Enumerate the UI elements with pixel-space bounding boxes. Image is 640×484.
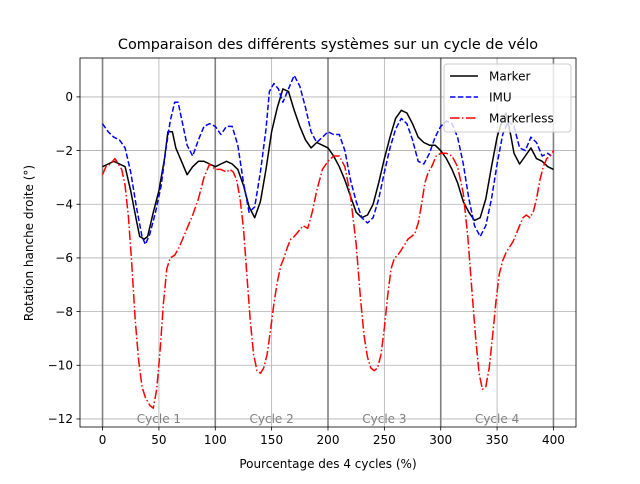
series-line-imu (101, 74, 552, 246)
chart-title: Comparaison des différents systèmes sur … (118, 37, 538, 53)
x-tick-label: 50 (151, 433, 166, 447)
y-tick-label: −2 (55, 144, 73, 158)
y-axis-label: Rotation hanche droite (°) (22, 165, 36, 321)
x-tick-label: 400 (542, 433, 565, 447)
y-tick-label: −6 (55, 251, 73, 265)
y-tick-label: −12 (48, 412, 73, 426)
series-line-markerless (101, 150, 555, 409)
cycle-label: Cycle 3 (362, 412, 406, 426)
cycle-label: Cycle 2 (250, 412, 294, 426)
x-tick-label: 300 (429, 433, 452, 447)
x-tick-label: 0 (99, 433, 107, 447)
cycle-label: Cycle 1 (137, 412, 181, 426)
x-tick-label: 350 (486, 433, 509, 447)
x-tick-label: 150 (260, 433, 283, 447)
y-tick-label: 0 (65, 90, 73, 104)
x-tick-label: 100 (204, 433, 227, 447)
legend-label: IMU (489, 90, 512, 104)
x-tick-label: 250 (373, 433, 396, 447)
y-tick-label: −8 (55, 305, 73, 319)
legend-box (443, 63, 572, 133)
series-line-marker (102, 88, 554, 240)
cycle-label: Cycle 4 (475, 412, 519, 426)
y-tick-label: −10 (48, 359, 73, 373)
legend-label: Markerless (489, 111, 554, 125)
legend-label: Marker (489, 69, 531, 83)
y-tick-label: −4 (55, 198, 73, 212)
x-tick-label: 200 (317, 433, 340, 447)
legend: Marker IMU Markerless (443, 63, 572, 133)
x-axis-label: Pourcentage des 4 cycles (%) (239, 457, 416, 471)
